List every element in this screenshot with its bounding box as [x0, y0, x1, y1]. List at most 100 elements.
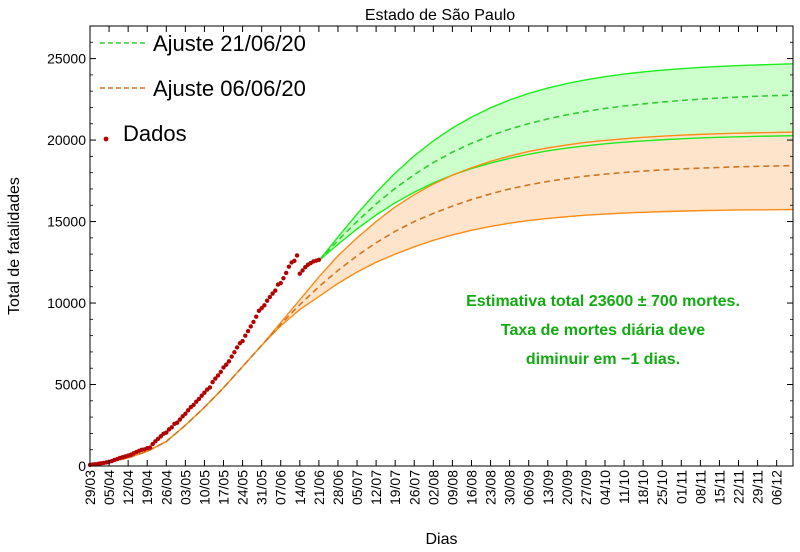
data-point	[147, 445, 153, 450]
x-tick-label: 14/06	[292, 470, 308, 505]
data-point	[199, 393, 204, 398]
x-tick-label: 05/07	[349, 470, 365, 505]
x-tick-label: 28/06	[330, 470, 346, 505]
annotation-line: diminuir em −1 dias.	[526, 351, 680, 368]
x-tick-label: 12/07	[368, 470, 384, 505]
legend-entry-label: Ajuste 06/06/20	[153, 76, 306, 101]
x-tick-label: 23/08	[483, 470, 499, 505]
data-point	[273, 288, 278, 293]
y-tick-label: 20000	[47, 132, 86, 148]
data-point	[278, 280, 283, 286]
x-tick-label: 26/04	[158, 470, 174, 505]
data-point	[183, 411, 188, 416]
data-point	[245, 328, 251, 334]
x-tick-label: 08/11	[692, 470, 708, 504]
data-point	[281, 276, 286, 281]
data-point	[202, 390, 207, 395]
x-tick-label: 19/07	[387, 470, 403, 505]
data-point	[297, 271, 303, 276]
confidence-band-1	[318, 63, 793, 261]
data-point	[213, 376, 218, 381]
legend: Ajuste 21/06/20 Ajuste 06/06/20 Dados	[100, 31, 306, 146]
data-point	[164, 430, 169, 435]
data-point	[254, 314, 259, 319]
band-upper-line-1	[318, 63, 794, 262]
y-tick-label: 15000	[47, 214, 86, 230]
data-point	[270, 291, 275, 296]
x-tick-label: 22/11	[731, 470, 747, 504]
x-tick-label: 12/04	[120, 470, 136, 505]
x-tick-label: 06/12	[769, 470, 785, 505]
y-tick-label: 5000	[55, 377, 86, 393]
data-point	[300, 268, 305, 273]
data-point	[229, 354, 234, 359]
data-point	[251, 319, 256, 325]
data-point	[294, 253, 300, 258]
x-tick-label: 13/09	[540, 470, 556, 505]
x-tick-label: 09/08	[444, 470, 460, 505]
y-tick-label: 10000	[47, 295, 86, 311]
legend-entry-label: Ajuste 21/06/20	[153, 31, 306, 56]
data-point	[243, 333, 248, 338]
data-point	[207, 385, 213, 390]
data-point	[232, 350, 237, 355]
y-axis-label: Total de fatalidades	[6, 177, 23, 315]
data-point	[234, 345, 240, 350]
x-tick-label: 11/10	[616, 470, 632, 504]
x-tick-label: 17/05	[216, 470, 232, 505]
annotation-line: Taxa de mortes diária deve	[501, 322, 705, 339]
x-tick-label: 18/10	[635, 470, 651, 505]
legend-marker-points	[103, 136, 109, 142]
data-point	[150, 441, 155, 447]
data-point	[196, 396, 202, 402]
fit-line-2	[89, 164, 794, 466]
x-tick-label: 29/03	[82, 470, 98, 505]
data-point	[210, 379, 215, 385]
y-tick-label: 0	[78, 458, 86, 474]
data-point	[215, 373, 221, 378]
x-tick-label: 10/05	[196, 470, 212, 505]
x-tick-label: 03/05	[177, 470, 193, 505]
data-point	[185, 408, 191, 413]
x-tick-label: 02/08	[425, 470, 441, 505]
x-tick-label: 16/08	[463, 470, 479, 505]
x-tick-label: 26/07	[406, 470, 422, 505]
data-point	[240, 338, 245, 344]
data-point	[316, 257, 322, 263]
data-point	[174, 420, 180, 425]
data-point	[292, 258, 297, 264]
legend-entry-label: Dados	[123, 121, 187, 146]
x-axis-label: Dias	[425, 531, 457, 548]
x-tick-label: 30/08	[502, 470, 518, 505]
x-tick-label: 07/06	[273, 470, 289, 505]
data-point	[221, 365, 226, 370]
x-tick-label: 15/11	[711, 470, 727, 504]
data-point	[224, 362, 229, 367]
data-point	[218, 369, 223, 375]
x-tick-label: 29/11	[750, 470, 766, 504]
band-lower-line-1	[318, 134, 794, 262]
annotation-line: Estimativa total 23600 ± 700 mortes.	[466, 293, 740, 310]
plot-frame	[89, 25, 794, 467]
x-tick-label: 20/09	[559, 470, 575, 505]
data-point	[194, 399, 199, 404]
x-tick-label: 31/05	[254, 470, 270, 505]
fit-line-1	[318, 94, 794, 262]
data-point	[267, 294, 273, 300]
data-point	[169, 425, 174, 430]
data-point	[191, 402, 196, 408]
x-tick-label: 24/05	[235, 470, 251, 505]
x-tick-label: 06/09	[521, 470, 537, 505]
data-point	[226, 359, 232, 364]
y-tick-label: 25000	[47, 51, 86, 67]
x-tick-label: 19/04	[139, 470, 155, 505]
data-point	[259, 306, 264, 311]
confidence-band-2	[90, 132, 793, 465]
x-tick-label: 04/10	[597, 470, 613, 505]
x-tick-label: 25/10	[654, 470, 670, 505]
data-point	[248, 324, 253, 329]
x-tick-label: 05/04	[101, 470, 117, 505]
x-tick-label: 01/11	[673, 470, 689, 504]
x-tick-label: 27/09	[578, 470, 594, 505]
data-point	[262, 303, 267, 308]
